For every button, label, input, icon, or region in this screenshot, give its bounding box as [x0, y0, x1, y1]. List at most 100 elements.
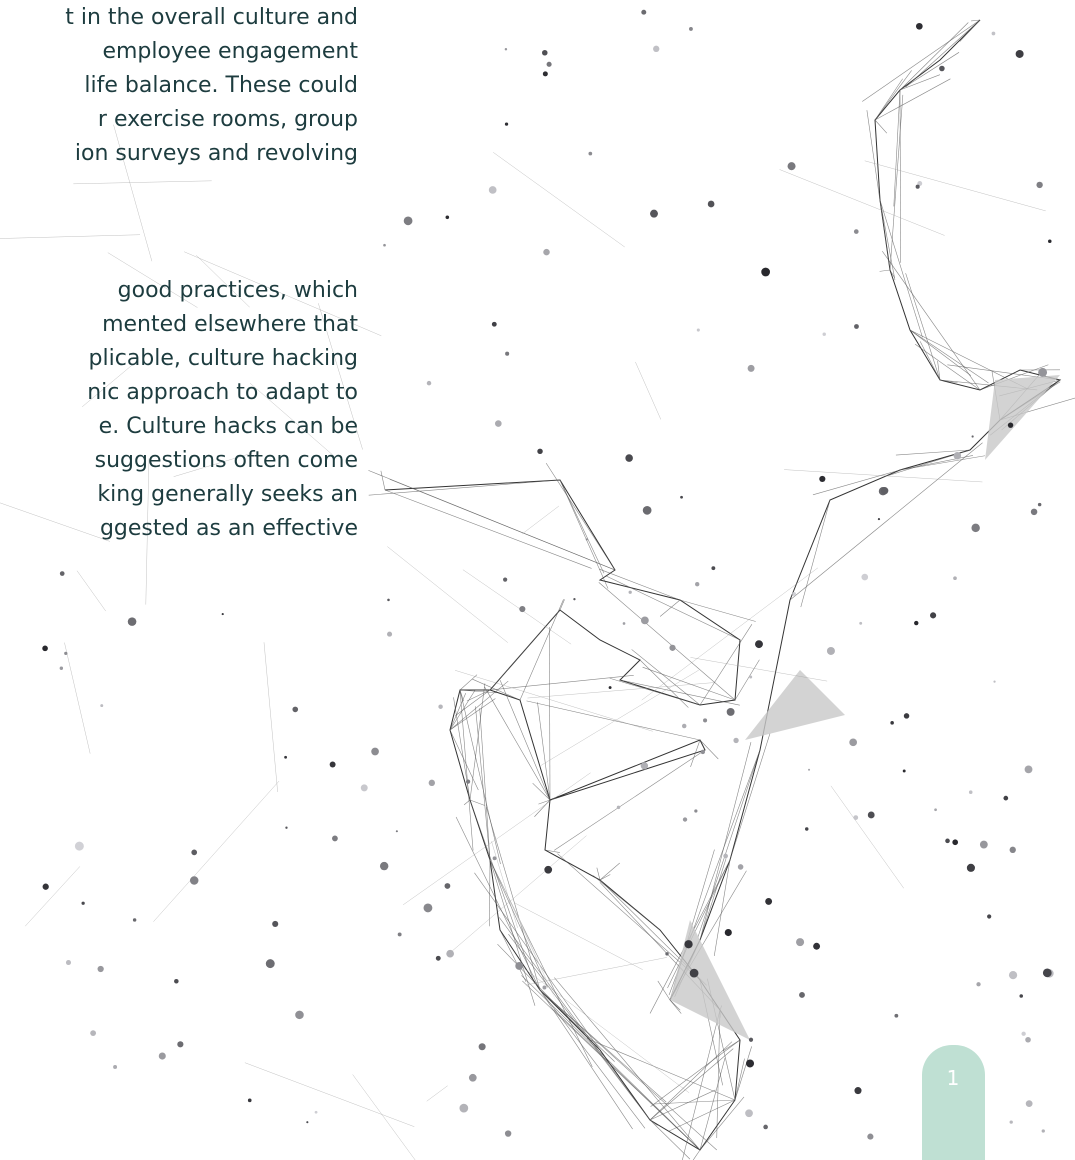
mesh-line: [489, 860, 490, 926]
faint-line: [0, 235, 140, 240]
text-line: r exercise rooms, group: [98, 107, 358, 132]
page: t in the overall culture andemployee eng…: [0, 0, 1075, 1160]
mesh-dot: [544, 866, 552, 874]
mesh-dot: [1008, 422, 1013, 427]
mesh-line: [880, 200, 922, 337]
mesh-dot: [469, 1074, 477, 1082]
mesh-line: [500, 930, 526, 982]
mesh-line: [900, 22, 968, 90]
faint-line: [64, 643, 90, 754]
faint-line: [493, 152, 625, 247]
mesh-dot: [98, 966, 104, 972]
mesh-dot: [763, 1125, 768, 1130]
mesh-dot: [749, 1038, 753, 1042]
mesh-dot: [854, 229, 859, 234]
mesh-line: [381, 471, 385, 490]
mesh-dot: [867, 1134, 873, 1140]
mesh-dot: [808, 769, 810, 771]
mesh-line: [900, 90, 901, 263]
text-line: life balance. These could: [84, 73, 358, 98]
mesh-dot: [547, 62, 552, 67]
faint-line: [73, 181, 211, 184]
mesh-dot: [916, 23, 923, 30]
mesh-dot: [805, 827, 808, 830]
mesh-dot: [665, 952, 668, 955]
mesh-dot: [515, 962, 523, 970]
mesh-dot: [387, 632, 392, 637]
faint-line: [387, 547, 508, 643]
mesh-line: [906, 20, 980, 87]
mesh-dot: [466, 780, 470, 784]
mesh-line: [560, 480, 608, 589]
mesh-dot: [976, 982, 980, 986]
mesh-line: [906, 273, 940, 380]
page-number: 1: [947, 1066, 960, 1090]
mesh-line: [650, 1120, 690, 1159]
mesh-line: [549, 627, 550, 800]
mesh-dot: [493, 856, 497, 860]
mesh-dot: [284, 756, 287, 759]
mesh-dot: [930, 612, 936, 618]
mesh-dot: [854, 324, 859, 329]
mesh-line: [587, 1038, 735, 1100]
mesh-line: [508, 934, 650, 1120]
mesh-dot: [75, 842, 84, 851]
text-line: ggested as an effective: [100, 516, 358, 541]
faint-line: [463, 570, 571, 644]
mesh-line: [862, 20, 980, 102]
mesh-dot: [222, 613, 224, 615]
mesh-dot: [650, 210, 658, 218]
mesh-line: [540, 990, 717, 1150]
mesh-dot: [701, 750, 705, 754]
mesh-dot: [429, 780, 435, 786]
text-line: e. Culture hacks can be: [99, 414, 358, 439]
mesh-dot: [505, 122, 508, 125]
mesh-dot: [992, 32, 996, 36]
mesh-line: [460, 675, 477, 690]
mesh-dot: [854, 1087, 861, 1094]
mesh-dot: [694, 809, 697, 812]
faint-line: [527, 683, 714, 698]
mesh-dot: [542, 50, 548, 56]
mesh-dot: [727, 708, 735, 716]
mesh-dot: [653, 46, 659, 52]
faint-line: [526, 957, 667, 985]
mesh-dot: [64, 652, 67, 655]
mesh-line: [610, 678, 700, 705]
mesh-line: [693, 1150, 700, 1160]
mesh-dot: [445, 883, 451, 889]
mesh-dot: [953, 576, 957, 580]
mesh-dot: [934, 808, 937, 811]
mesh-line: [620, 680, 740, 705]
mesh-line: [593, 876, 660, 930]
mesh-dot: [617, 806, 620, 809]
mesh-dot: [792, 592, 796, 596]
mesh-dot: [404, 216, 413, 225]
mesh-face: [985, 375, 1060, 460]
mesh-dot: [971, 524, 979, 532]
mesh-dot: [380, 862, 388, 870]
mesh-dot: [1025, 1037, 1031, 1043]
mesh-dot: [396, 830, 398, 832]
mesh-line: [668, 1100, 735, 1131]
mesh-dot: [266, 959, 275, 968]
mesh-dot: [43, 884, 49, 890]
mesh-dot: [1042, 1129, 1045, 1132]
mesh-dot: [725, 929, 732, 936]
mesh-dot: [823, 333, 826, 336]
mesh-dot: [669, 645, 675, 651]
faint-line: [77, 571, 106, 611]
mesh-line: [554, 1010, 700, 1150]
text-line: mented elsewhere that: [102, 312, 358, 337]
mesh-face: [670, 920, 750, 1040]
mesh-dot: [479, 1043, 486, 1050]
mesh-dot: [495, 420, 502, 427]
mesh-dot: [1010, 1120, 1013, 1123]
faint-line: [403, 773, 590, 905]
mesh-dot: [609, 686, 612, 689]
mesh-dot: [82, 902, 85, 905]
mesh-dot: [708, 201, 715, 208]
mesh-dot: [629, 591, 632, 594]
mesh-dot: [723, 854, 728, 859]
mesh-dot: [1036, 182, 1042, 188]
